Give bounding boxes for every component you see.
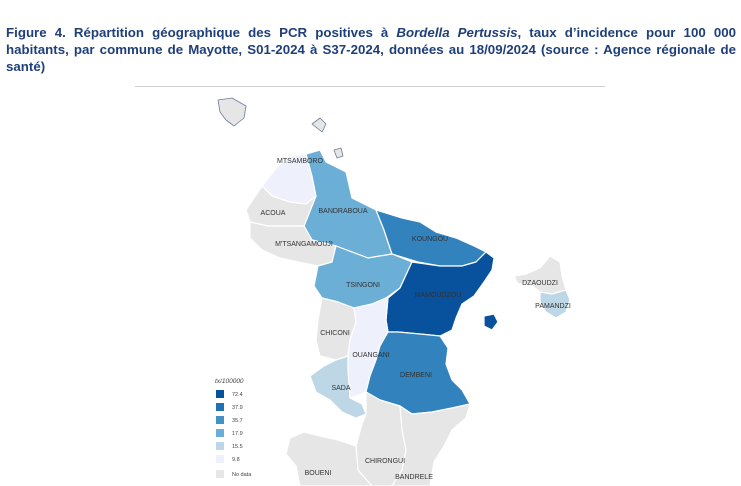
label-ouangani: OUANGANI — [352, 352, 389, 359]
label-dzaoudzi: DZAOUDZI — [522, 280, 558, 287]
figure-caption: Figure 4. Répartition géographique des P… — [6, 24, 736, 75]
legend-swatch-1 — [216, 403, 224, 411]
legend-swatch-nodata — [216, 470, 224, 478]
label-chiconi: CHICONI — [320, 330, 350, 337]
commune-sada[interactable] — [309, 355, 367, 419]
label-dembeni: DEMBENI — [400, 372, 432, 379]
label-tsingoni: TSINGONI — [346, 282, 380, 289]
commune-boueni[interactable] — [285, 431, 373, 486]
caption-divider — [135, 86, 605, 87]
commune-dzaoudzi[interactable] — [513, 255, 567, 295]
map-legend: tx/100000 72.4 37.9 35.7 17.9 15.5 9.8 N… — [215, 378, 252, 478]
legend-label-0: 72.4 — [232, 392, 243, 398]
islet-northwest — [311, 117, 327, 133]
label-koungou: KOUNGOU — [412, 236, 448, 243]
legend-label-5: 9.8 — [232, 457, 240, 463]
label-pamandzi: PAMANDZI — [535, 303, 571, 310]
label-chirongui: CHIRONGUI — [365, 458, 405, 465]
legend-swatch-4 — [216, 442, 224, 450]
caption-part2: , taux d’incidence pour 100 000 habitant… — [6, 25, 736, 74]
legend-label-3: 17.9 — [232, 431, 243, 437]
commune-pamandzi[interactable] — [539, 289, 571, 319]
legend-label-2: 35.7 — [232, 418, 243, 424]
label-mtsamboro: MTSAMBORO — [277, 158, 323, 165]
legend-title: tx/100000 — [215, 378, 244, 385]
label-sada: SADA — [331, 385, 350, 392]
legend-swatch-0 — [216, 390, 224, 398]
label-acoua: ACOUA — [261, 210, 286, 217]
islet-east-small — [333, 147, 344, 159]
legend-label-4: 15.5 — [232, 444, 243, 450]
caption-species: Bordella Pertussis — [396, 25, 518, 40]
label-boueni: BOUENI — [305, 470, 332, 477]
legend-swatch-3 — [216, 429, 224, 437]
label-bandraboua: BANDRABOUA — [318, 208, 367, 215]
legend-label-1: 37.9 — [232, 405, 243, 411]
commune-chirongui[interactable] — [355, 391, 407, 486]
commune-bandrele[interactable] — [391, 403, 471, 486]
legend-swatch-5 — [216, 455, 224, 463]
label-bandrele: BANDRELE — [395, 474, 433, 481]
caption-part1: Figure 4. Répartition géographique des P… — [6, 25, 397, 40]
islet-mamoudzou — [483, 313, 499, 331]
legend-swatch-2 — [216, 416, 224, 424]
legend-label-nodata: No data — [232, 472, 252, 478]
islet-north — [217, 97, 247, 127]
label-mtsangamouji: M'TSANGAMOUJI — [275, 241, 333, 248]
label-mamoudzou: MAMOUDZOU — [415, 292, 462, 299]
